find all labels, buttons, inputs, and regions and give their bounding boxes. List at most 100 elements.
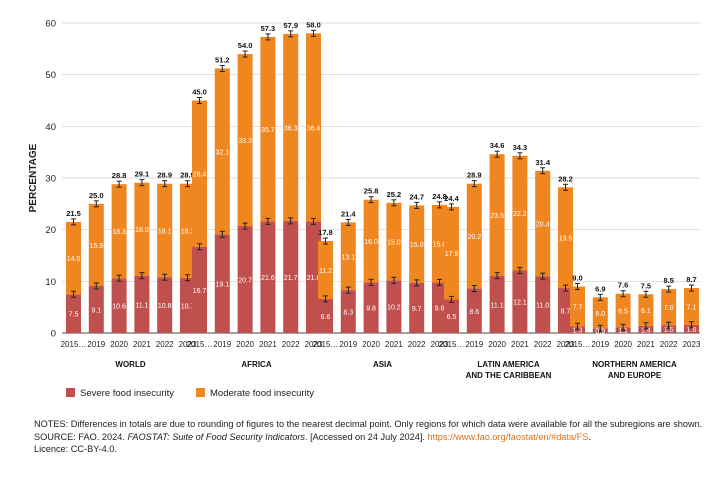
moderate-value-label: 7.7 (573, 304, 583, 311)
total-value-label: 51.2 (215, 55, 230, 64)
severe-value-label: 1.6 (687, 327, 697, 334)
moderate-value-label: 22.2 (513, 211, 527, 218)
moderate-value-label: 18.2 (181, 229, 195, 236)
moderate-value-label: 15.0 (410, 242, 424, 249)
severe-value-label: 11.0 (536, 303, 549, 310)
group-label: ASIA (373, 360, 392, 369)
y-tick-label: 20 (45, 225, 56, 236)
moderate-value-label: 20.2 (467, 234, 481, 241)
year-tick-label: 2020 (488, 340, 506, 349)
year-tick-label: 2023 (305, 340, 323, 349)
total-value-label: 34.3 (513, 143, 528, 152)
severe-bar (214, 234, 230, 333)
moderate-bar (535, 170, 551, 277)
year-tick-label: 2022 (534, 340, 552, 349)
severe-bar (661, 325, 677, 333)
year-tick-label: 2015… (313, 340, 339, 349)
total-value-label: 25.0 (89, 191, 104, 200)
severe-value-label: 19.1 (215, 282, 229, 289)
year-tick-label: 2015… (439, 340, 465, 349)
moderate-value-label: 35.7 (261, 127, 275, 134)
severe-bar (638, 325, 654, 333)
severe-value-label: 11.1 (135, 302, 148, 309)
severe-bar (66, 294, 81, 333)
year-tick-label: 2019 (465, 340, 483, 349)
moderate-bar (180, 183, 195, 278)
severe-bar (318, 298, 333, 333)
source-link[interactable]: https://www.fao.org/faostat/en/#data/FS (427, 431, 589, 442)
severe-value-label: 9.8 (435, 306, 445, 313)
year-tick-label: 2023 (431, 340, 449, 349)
y-tick-label: 10 (45, 277, 56, 288)
moderate-value-label: 18.0 (135, 227, 149, 234)
moderate-bar (512, 155, 528, 271)
year-tick-label: 2022 (660, 340, 678, 349)
moderate-bar (558, 187, 573, 289)
source-end: . (588, 431, 591, 442)
total-value-label: 25.2 (387, 190, 402, 199)
total-value-label: 45.0 (192, 88, 207, 97)
year-tick-label: 2021 (259, 340, 277, 349)
moderate-bar (88, 203, 104, 286)
severe-value-label: 1.5 (664, 327, 674, 334)
severe-value-label: 10.8 (158, 303, 172, 310)
year-tick-label: 2023 (557, 340, 575, 349)
notes-block: NOTES: Differences in totals are due to … (34, 418, 704, 456)
year-tick-label: 2015… (565, 340, 591, 349)
moderate-value-label: 7.1 (687, 304, 697, 311)
year-tick-label: 2022 (156, 340, 174, 349)
total-value-label: 29.1 (135, 170, 150, 179)
moderate-value-label: 11.2 (319, 268, 332, 275)
total-value-label: 24.8 (432, 192, 447, 201)
total-value-label: 28.9 (180, 171, 195, 180)
moderate-bar (283, 33, 299, 221)
severe-bar (386, 280, 402, 333)
moderate-bar (237, 54, 253, 227)
y-tick-label: 60 (45, 19, 56, 30)
severe-value-label: 10.7 (181, 303, 195, 310)
moderate-bar (66, 221, 81, 295)
severe-value-label: 7.5 (69, 312, 79, 319)
severe-bar (684, 324, 699, 333)
year-tick-label: 2021 (133, 340, 151, 349)
year-tick-label: 2021 (385, 340, 403, 349)
total-value-label: 28.9 (467, 171, 482, 180)
group-label: NORTHERN AMERICA (592, 360, 677, 369)
licence-text: Licence: CC-BY-4.0. (34, 444, 117, 454)
moderate-value-label: 36.3 (284, 125, 298, 132)
group-label: AND THE CARIBBEAN (466, 371, 552, 380)
moderate-value-label: 16.0 (364, 239, 378, 246)
moderate-value-label: 20.4 (536, 221, 550, 228)
moderate-bar (466, 183, 482, 289)
moderate-bar (592, 297, 608, 329)
year-tick-label: 2021 (637, 340, 655, 349)
severe-bar (260, 221, 276, 333)
severe-bar (157, 277, 173, 333)
severe-bar (134, 275, 150, 333)
source-line: SOURCE: FAO. 2024. FAOSTAT: Suite of Foo… (34, 431, 704, 444)
year-tick-label: 2019 (87, 340, 105, 349)
moderate-bar (684, 288, 699, 325)
total-value-label: 28.9 (157, 171, 172, 180)
moderate-bar (318, 241, 333, 299)
source-prefix: SOURCE: FAO. 2024. (34, 431, 128, 442)
moderate-bar (306, 33, 321, 222)
moderate-value-label: 33.3 (238, 138, 252, 145)
total-value-label: 8.7 (686, 275, 696, 284)
severe-bar (466, 288, 482, 333)
moderate-value-label: 19.5 (559, 236, 573, 243)
moderate-value-label: 6.1 (641, 308, 651, 315)
year-tick-label: 2020 (236, 340, 254, 349)
moderate-value-label: 28.4 (193, 172, 207, 179)
year-tick-label: 2019 (339, 340, 357, 349)
total-value-label: 24.4 (444, 194, 459, 203)
moderate-bar (409, 205, 425, 283)
moderate-value-label: 32.1 (215, 149, 229, 156)
severe-bar (237, 226, 253, 333)
total-value-label: 8.5 (663, 276, 673, 285)
total-value-label: 24.7 (409, 192, 424, 201)
moderate-bar (444, 206, 459, 300)
severe-bar (535, 276, 551, 333)
moderate-value-label: 15.0 (387, 240, 401, 247)
moderate-bar (340, 222, 356, 291)
